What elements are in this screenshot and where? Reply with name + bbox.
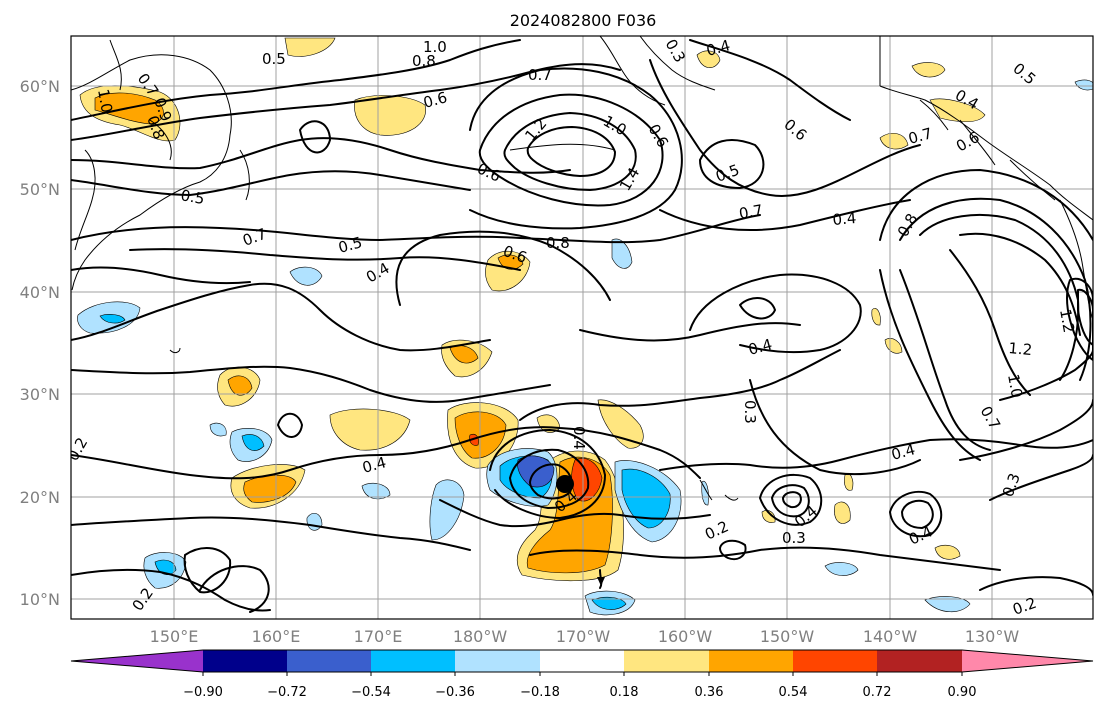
contour-label: 1.2: [1008, 339, 1033, 359]
negative-patch: [429, 479, 465, 541]
negative-patch: [824, 562, 859, 576]
contour-label: 0.7: [738, 201, 765, 223]
lat-label: 20°N: [20, 488, 60, 507]
contour-label: 0.5: [179, 186, 206, 208]
colorbar-segment: [371, 650, 455, 672]
colorbar-tick-label: −0.36: [435, 685, 475, 700]
contour-label: 0.4: [746, 335, 774, 359]
negative-patch: [621, 468, 671, 529]
positive-patch: [929, 98, 986, 123]
colorbar-ticks: −0.90 −0.72 −0.54 −0.36 −0.18 0.18 0.36 …: [183, 685, 976, 700]
contour-lines: [71, 39, 1093, 613]
contour-label: 0.4: [570, 426, 588, 450]
contour-label: 0.8: [546, 234, 570, 252]
contour-label: 1.0: [1004, 373, 1026, 400]
contour-label: 0.4: [832, 209, 857, 229]
negative-patch: [701, 480, 709, 506]
colorbar-tick-label: −0.18: [520, 685, 560, 700]
contour-label: 0.6: [421, 88, 449, 112]
colorbar-tick-label: 0.18: [610, 685, 639, 700]
contour-label: 0.5: [262, 50, 286, 68]
positive-patch: [834, 501, 851, 524]
colorbar-segment: [709, 650, 793, 672]
gridlines: [71, 36, 1093, 619]
colorbar-tick-label: 0.72: [863, 685, 892, 700]
map-frame: [70, 35, 1094, 620]
negative-patch: [289, 266, 323, 286]
lon-label: 160°E: [252, 627, 301, 646]
colorbar-tick-label: 0.36: [695, 685, 724, 700]
colorbar-extend-high: [962, 650, 1093, 672]
lat-label: 60°N: [20, 77, 60, 96]
lon-label: 170°W: [556, 627, 611, 646]
positive-patch: [934, 544, 961, 560]
negative-patch: [209, 422, 227, 437]
contour-label: 0.7: [906, 124, 934, 148]
positive-patch: [227, 375, 253, 396]
colorbar-tick-label: −0.54: [351, 685, 391, 700]
contour-label: 0.4: [704, 36, 732, 60]
map-panel: 1.0 0.8 0.7 0.9 0.5 1.0 0.8 0.6 0.5 0.6 …: [71, 36, 1093, 619]
colorbar-segment: [455, 650, 540, 672]
positive-patch: [911, 62, 946, 78]
lon-label: 130°W: [965, 627, 1020, 646]
figure-title: 2024082800 F036: [510, 11, 657, 30]
lat-label: 50°N: [20, 180, 60, 199]
colorbar-tick-label: −0.90: [183, 685, 223, 700]
contour-label: 0.7: [528, 66, 552, 84]
latitude-axis: 60°N 50°N 40°N 30°N 20°N 10°N: [20, 77, 60, 609]
triangle-marker: [597, 577, 605, 586]
colorbar-segment: [877, 650, 962, 672]
colorbar-segment: [540, 650, 624, 672]
lat-label: 40°N: [20, 283, 60, 302]
colorbar-segment: [793, 650, 877, 672]
positive-patch: [871, 308, 881, 326]
positive-patch: [284, 37, 336, 57]
negative-patch: [306, 512, 323, 531]
colorbar-extend-low: [71, 650, 203, 672]
colorbar-segment: [203, 650, 287, 672]
lon-label: 170°E: [354, 627, 403, 646]
lat-label: 30°N: [20, 385, 60, 404]
colorbar-tick-label: 0.90: [948, 685, 977, 700]
colorbar-tick-label: 0.54: [779, 685, 808, 700]
lat-label: 10°N: [20, 590, 60, 609]
positive-patch: [696, 50, 721, 68]
lon-label: 160°W: [658, 627, 713, 646]
positive-patch: [884, 338, 903, 354]
colorbar-segment: [287, 650, 371, 672]
contour-label: 1.0: [423, 38, 447, 56]
contour-label: 0.4: [889, 440, 917, 464]
negative-patch: [924, 596, 971, 613]
lon-label: 150°E: [150, 627, 199, 646]
positive-patch: [329, 408, 411, 451]
colorbar-segment: [624, 650, 709, 672]
lon-label: 150°W: [760, 627, 815, 646]
contour-label: 0.3: [741, 400, 759, 424]
negative-patch: [611, 238, 633, 269]
contour-label: 0.4: [360, 453, 388, 477]
contour-label: 0.5: [336, 233, 364, 257]
negative-patch: [1074, 79, 1093, 91]
negative-patch: [591, 596, 627, 610]
contour-label: 0.8: [412, 52, 436, 70]
longitude-axis: 150°E 160°E 170°E 180°W 170°W 160°W 150°…: [150, 627, 1020, 646]
negative-patch: [361, 483, 391, 500]
negative-patch: [241, 434, 265, 451]
colorbar-tick-label: −0.72: [267, 685, 307, 700]
contour-label: 0.3: [782, 529, 806, 547]
storm-center-marker: [556, 475, 574, 493]
contour-label: 1.0: [94, 88, 116, 115]
negative-patch: [99, 314, 126, 324]
lon-label: 180°W: [453, 627, 508, 646]
lon-label: 140°W: [863, 627, 918, 646]
contour-label: 1.2: [1056, 308, 1078, 335]
colorbar: [70, 649, 1094, 676]
